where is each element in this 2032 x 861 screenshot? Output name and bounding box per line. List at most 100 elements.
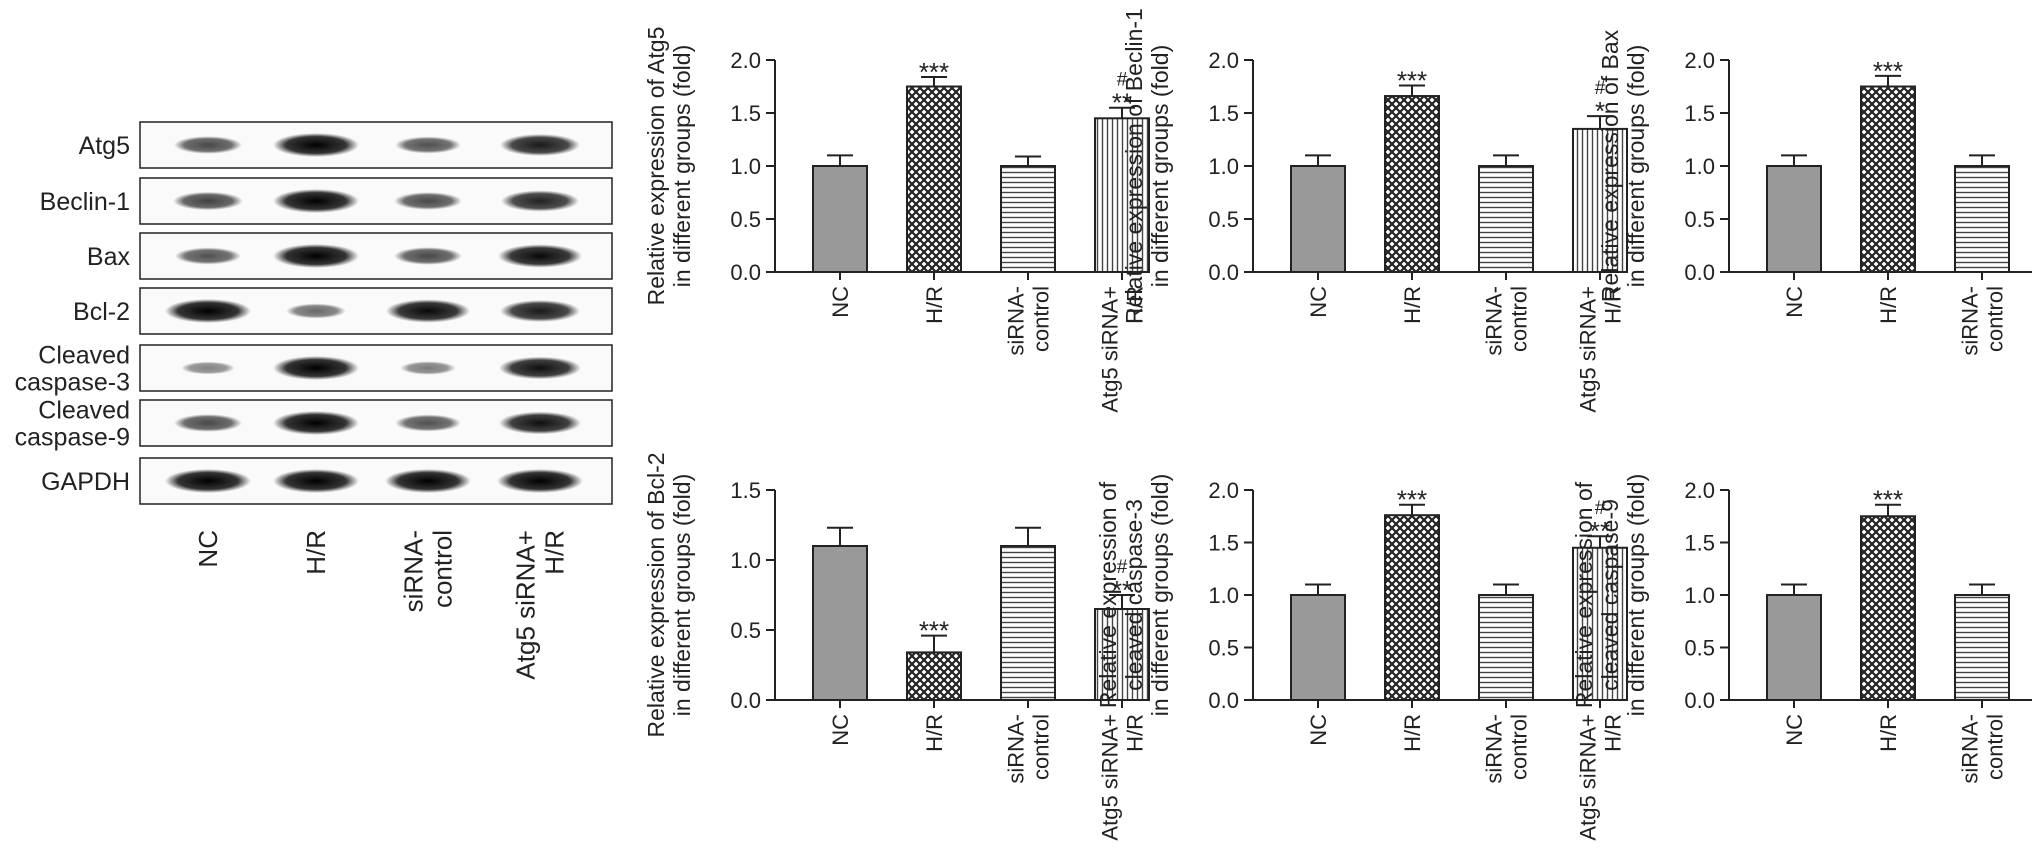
- x-tick-label-text: H/R: [1400, 714, 1425, 752]
- y-axis-label-line: Relative expression of Bax: [1597, 29, 1623, 302]
- protein-band: [273, 356, 359, 380]
- blot-lane-label: siRNA-control: [399, 530, 458, 612]
- significance-marker: ***: [1397, 65, 1427, 95]
- y-tick-label: 2.0: [1684, 48, 1715, 73]
- significance-marker: **: [1112, 88, 1132, 118]
- x-tick-label-text: H/R: [922, 714, 947, 752]
- bar: [1000, 545, 1056, 701]
- y-axis-label-line: Relative expression of: [1571, 481, 1597, 708]
- y-tick-label: 0.5: [730, 618, 761, 643]
- y-axis-label-line: in different groups (fold): [1147, 45, 1173, 288]
- significance-marker: ***: [919, 57, 949, 87]
- y-tick-label: 1.5: [1684, 101, 1715, 126]
- y-tick-label: 0.5: [1684, 636, 1715, 661]
- x-tick-label-text: H/R: [1876, 286, 1901, 324]
- x-tick-label: Atg5 siRNA+ H/R: [1576, 714, 1626, 841]
- bar: [1478, 165, 1534, 273]
- blot-row: Atg5: [79, 121, 613, 169]
- bar: [906, 85, 962, 273]
- bar: [1290, 165, 1346, 273]
- x-tick-label-text: control: [1507, 714, 1532, 780]
- x-tick-label: H/R: [1876, 286, 1901, 324]
- bar: [812, 165, 868, 273]
- blot-row-label: GAPDH: [41, 468, 130, 496]
- blot-row-label: Beclin-1: [40, 188, 130, 216]
- x-tick-label-text: control: [1507, 286, 1532, 352]
- blot-lane-label-text: H/R: [540, 530, 570, 575]
- x-tick-label-text: H/R: [1876, 714, 1901, 752]
- x-tick-label: NC: [1782, 286, 1807, 318]
- bar: [1384, 95, 1440, 274]
- y-tick-label: 0.0: [1208, 260, 1239, 285]
- protein-band: [175, 247, 241, 265]
- protein-band: [181, 361, 235, 375]
- y-tick-label: 0.5: [730, 207, 761, 232]
- significance-marker: #: [1595, 498, 1606, 519]
- y-tick-label: 1.5: [730, 478, 761, 503]
- significance-marker: #: [1595, 78, 1606, 99]
- y-axis-label: Relative expression of cleaved caspase-9 i…: [1571, 474, 1649, 717]
- x-tick-label-text: H/R: [1123, 714, 1148, 752]
- y-tick-label: 2.0: [1208, 48, 1239, 73]
- y-tick-label: 0.0: [1684, 688, 1715, 713]
- bar-chart: 0.0 0.5 1.0 1.5 2.0 Relative expression of Ba…: [1597, 29, 2032, 356]
- blot-row-label: caspase-3: [15, 369, 130, 397]
- bar-chart: 0.0 0.5 1.0 1.5 2.0 Relative expression of cle…: [1571, 474, 2032, 784]
- x-tick-label-text: NC: [828, 714, 853, 746]
- x-tick-label-text: control: [1983, 286, 2008, 352]
- blot-lane-label-text: control: [428, 530, 458, 608]
- protein-band: [394, 247, 462, 265]
- protein-band: [165, 469, 251, 493]
- protein-band: [273, 411, 359, 435]
- protein-band: [394, 192, 462, 210]
- y-tick-label: 1.0: [1208, 583, 1239, 608]
- y-axis-label-line: in different groups (fold): [1623, 474, 1649, 717]
- y-tick-label: 1.5: [1684, 531, 1715, 556]
- protein-band: [165, 299, 251, 323]
- bar: [1954, 594, 2010, 701]
- protein-band: [273, 469, 359, 493]
- significance-marker: #: [1117, 70, 1128, 91]
- bar: [906, 651, 962, 702]
- significance-marker: *: [1595, 96, 1605, 126]
- x-tick-label-text: NC: [828, 286, 853, 318]
- blot-row-label: Cleaved: [38, 342, 130, 370]
- x-tick-label-text: siRNA-: [1482, 714, 1507, 784]
- y-tick-label: 1.0: [1208, 154, 1239, 179]
- protein-band: [273, 189, 359, 213]
- blot-row-label: Bcl-2: [73, 298, 130, 326]
- x-tick-label: H/R: [1400, 286, 1425, 324]
- blot-row: GAPDH: [41, 457, 613, 505]
- x-tick-label: siRNA-control: [1004, 714, 1054, 784]
- bar: [812, 545, 868, 701]
- y-tick-label: 1.5: [1208, 531, 1239, 556]
- significance-marker: ***: [1397, 485, 1427, 515]
- y-tick-label: 1.0: [730, 548, 761, 573]
- y-tick-label: 0.0: [1208, 688, 1239, 713]
- y-tick-label: 1.0: [730, 154, 761, 179]
- bar: [1384, 514, 1440, 702]
- y-axis-label: Relative expression of Bax in different g…: [1597, 29, 1649, 302]
- y-tick-label: 1.0: [1684, 154, 1715, 179]
- x-tick-label-text: control: [1029, 286, 1054, 352]
- bar: [1000, 165, 1056, 273]
- blot-row: Beclin-1: [40, 177, 613, 225]
- y-tick-label: 0.0: [1684, 260, 1715, 285]
- protein-band: [386, 299, 470, 323]
- protein-band: [500, 134, 580, 156]
- y-tick-label: 0.0: [730, 688, 761, 713]
- protein-band: [400, 361, 456, 375]
- blot-row-label: Bax: [87, 243, 131, 271]
- blot-row: Bax: [87, 232, 613, 280]
- x-tick-label-text: control: [1029, 714, 1054, 780]
- bar: [1766, 594, 1822, 701]
- y-tick-label: 1.5: [1208, 101, 1239, 126]
- protein-band: [385, 469, 471, 493]
- protein-band: [497, 469, 583, 493]
- x-tick-label: NC: [828, 286, 853, 318]
- x-tick-label-text: Atg5 siRNA+: [1576, 286, 1601, 413]
- y-axis-label-line: Relative expression of Beclin-1: [1121, 8, 1147, 324]
